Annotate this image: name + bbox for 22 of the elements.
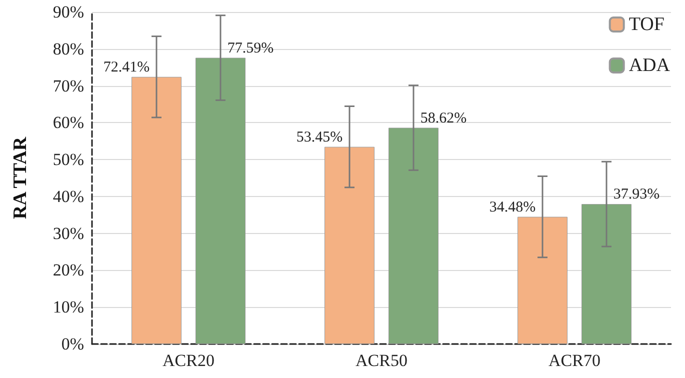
x-tick-label: ACR50	[356, 351, 408, 370]
data-label: 77.59%	[227, 40, 274, 56]
y-tick-label: 70%	[52, 76, 84, 96]
data-label: 53.45%	[296, 129, 343, 146]
y-tick-label: 80%	[52, 39, 84, 58]
data-label: 34.48%	[489, 199, 536, 216]
y-tick-label: 10%	[52, 298, 84, 317]
y-tick-label: 20%	[52, 260, 84, 280]
y-tick-label: 50%	[52, 150, 84, 170]
y-axis-title: RA TTAR	[10, 136, 31, 220]
legend-label: TOF	[628, 14, 664, 35]
y-tick-label: 30%	[52, 224, 84, 243]
data-label: 37.93%	[613, 186, 660, 203]
legend-label: ADA	[628, 55, 670, 76]
y-tick-label: 0%	[61, 334, 84, 354]
y-tick-label: 60%	[52, 113, 84, 132]
data-label: 72.41%	[103, 59, 150, 76]
y-tick-label: 40%	[52, 186, 84, 206]
x-tick-label: ACR70	[548, 351, 600, 370]
data-label: 58.62%	[420, 110, 467, 126]
x-tick-label: ACR20	[162, 351, 214, 370]
y-tick-label: 90%	[52, 2, 84, 22]
